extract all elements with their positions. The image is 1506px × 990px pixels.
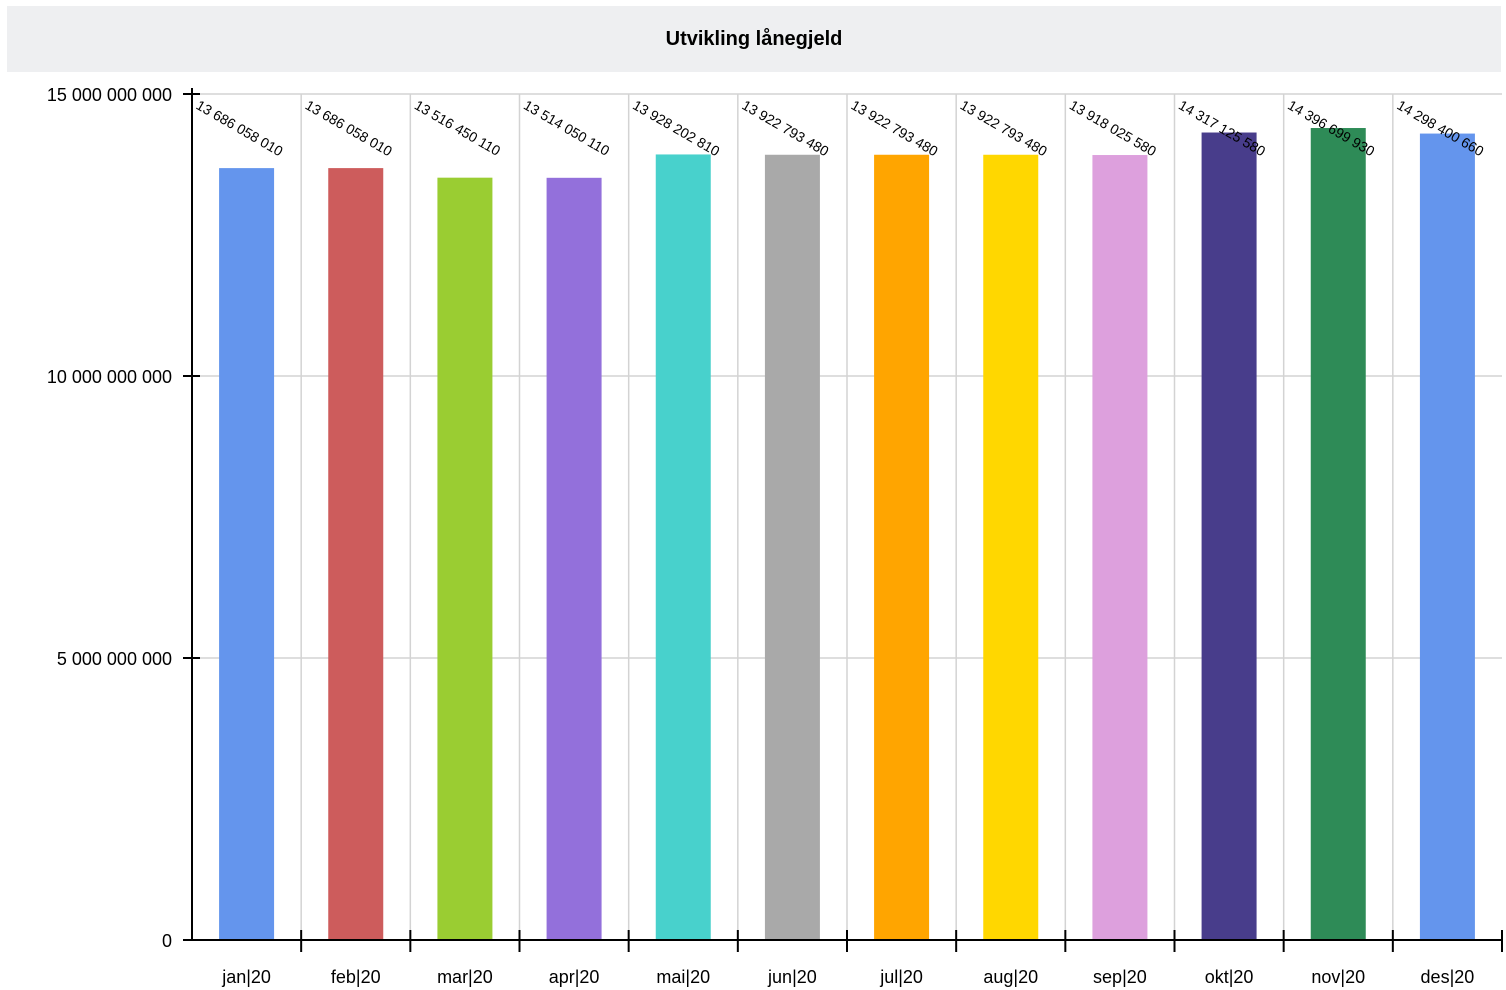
data-labels: 13 686 058 010 13 686 058 010 13 516 450 1… xyxy=(194,97,1487,160)
y-tick-label: 0 xyxy=(162,931,172,951)
bar xyxy=(1092,155,1148,940)
bar xyxy=(1419,133,1475,941)
chart-title: Utvikling lånegjeld xyxy=(665,27,843,50)
x-tick-label: mar|20 xyxy=(437,967,493,987)
bar xyxy=(219,168,275,940)
bar xyxy=(1201,132,1257,941)
data-label: 13 514 050 110 xyxy=(521,97,613,159)
x-tick-label: aug|20 xyxy=(983,967,1038,987)
x-tick-label: jan|20 xyxy=(221,967,271,987)
x-tick-label: mai|20 xyxy=(656,967,710,987)
bar xyxy=(874,154,930,940)
x-tick-label: jun|20 xyxy=(767,967,817,987)
data-label: 13 928 202 810 xyxy=(630,97,722,160)
bar xyxy=(764,154,820,940)
data-label: 13 516 450 110 xyxy=(412,97,504,159)
data-label: 13 922 793 480 xyxy=(958,97,1050,160)
data-label: 13 922 793 480 xyxy=(849,97,941,160)
chart-title-bar: Utvikling lånegjeld xyxy=(7,6,1501,72)
x-tick-label: okt|20 xyxy=(1205,967,1254,987)
x-tick-label: des|20 xyxy=(1421,967,1475,987)
data-label: 13 922 793 480 xyxy=(739,97,831,160)
data-label: 13 918 025 580 xyxy=(1067,97,1159,160)
bar xyxy=(437,177,493,940)
bar xyxy=(546,177,602,941)
x-tick-label: jul|20 xyxy=(879,967,923,987)
bar xyxy=(1310,128,1366,940)
x-tick-label: feb|20 xyxy=(331,967,381,987)
bar xyxy=(655,154,711,941)
bar xyxy=(983,154,1039,940)
x-tick-label: sep|20 xyxy=(1093,967,1147,987)
grid-lines xyxy=(192,93,1502,940)
y-tick-label: 10 000 000 000 xyxy=(47,367,172,387)
bar xyxy=(328,168,384,940)
x-tick-label: nov|20 xyxy=(1311,967,1365,987)
data-label: 13 686 058 010 xyxy=(303,97,395,160)
y-tick-label: 5 000 000 000 xyxy=(57,649,172,669)
x-tick-label: apr|20 xyxy=(549,967,600,987)
axes: 0 5 000 000 000 10 000 000 000 15 000 000 0… xyxy=(47,85,1503,987)
bars xyxy=(219,128,1475,941)
data-label: 13 686 058 010 xyxy=(194,97,286,160)
y-tick-label: 15 000 000 000 xyxy=(47,85,172,105)
